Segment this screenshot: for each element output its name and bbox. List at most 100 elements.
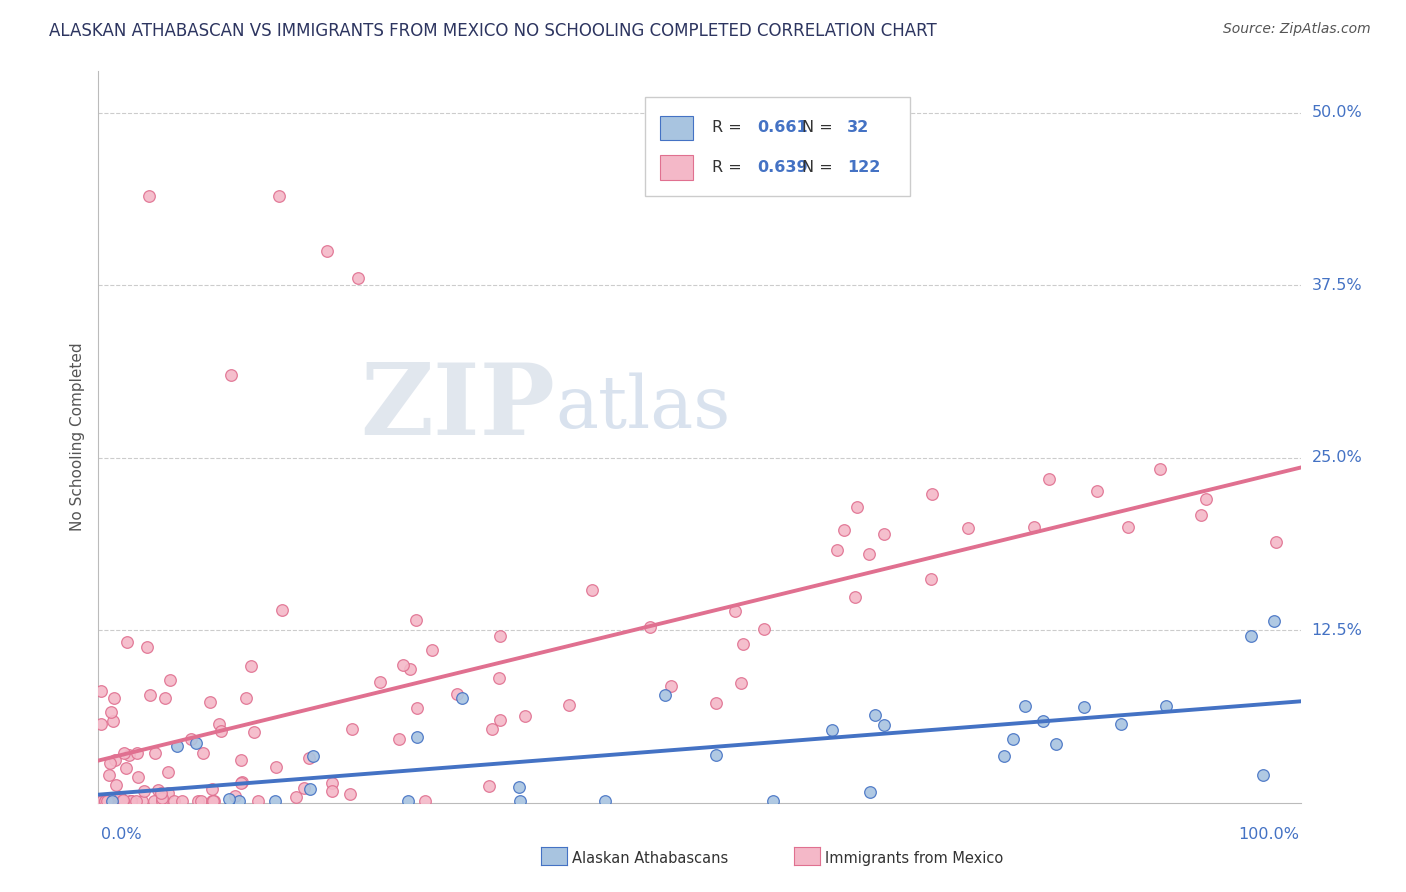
Point bbox=[513, 709, 536, 723]
Point bbox=[595, 794, 617, 808]
Point bbox=[235, 691, 257, 706]
Point bbox=[993, 749, 1015, 764]
Point bbox=[1087, 484, 1109, 499]
Point bbox=[316, 244, 339, 258]
Point bbox=[321, 784, 343, 798]
Point bbox=[111, 794, 134, 808]
Point bbox=[131, 794, 153, 808]
Text: 0.639: 0.639 bbox=[758, 160, 808, 175]
Y-axis label: No Schooling Completed: No Schooling Completed bbox=[70, 343, 86, 532]
Point bbox=[391, 657, 413, 672]
Point bbox=[733, 637, 755, 651]
Text: 100.0%: 100.0% bbox=[1239, 827, 1299, 841]
Point bbox=[150, 790, 173, 805]
Text: 0.0%: 0.0% bbox=[101, 827, 142, 841]
Point bbox=[115, 761, 138, 775]
Point bbox=[157, 786, 180, 800]
Point bbox=[825, 543, 848, 558]
Point bbox=[218, 791, 240, 805]
Point bbox=[413, 794, 436, 808]
Point bbox=[1189, 508, 1212, 523]
Point bbox=[108, 794, 131, 808]
Point bbox=[285, 790, 308, 805]
Point bbox=[704, 747, 727, 762]
Point bbox=[294, 781, 316, 796]
Point bbox=[844, 590, 866, 604]
Text: ALASKAN ATHABASCAN VS IMMIGRANTS FROM MEXICO NO SCHOOLING COMPLETED CORRELATION : ALASKAN ATHABASCAN VS IMMIGRANTS FROM ME… bbox=[49, 22, 936, 40]
Text: Immigrants from Mexico: Immigrants from Mexico bbox=[825, 851, 1004, 865]
Point bbox=[1116, 520, 1139, 534]
Point bbox=[921, 486, 943, 500]
Point bbox=[202, 794, 225, 808]
Point bbox=[191, 746, 214, 760]
Point bbox=[180, 731, 202, 746]
Point bbox=[299, 782, 322, 797]
Point bbox=[201, 794, 224, 808]
Point bbox=[1253, 768, 1275, 782]
Point bbox=[654, 688, 676, 702]
Point bbox=[1149, 462, 1171, 476]
Text: ZIP: ZIP bbox=[360, 359, 555, 457]
Point bbox=[105, 794, 128, 808]
Point bbox=[1263, 614, 1285, 628]
Point bbox=[1014, 699, 1036, 714]
Point bbox=[201, 782, 224, 797]
Point bbox=[859, 785, 882, 799]
Point bbox=[150, 794, 173, 808]
Point bbox=[1001, 731, 1024, 746]
Point bbox=[399, 662, 422, 676]
Point bbox=[240, 659, 263, 673]
Point bbox=[100, 756, 122, 770]
Point bbox=[873, 718, 896, 732]
Point bbox=[229, 753, 252, 767]
Point bbox=[820, 723, 842, 738]
Point bbox=[187, 794, 209, 808]
Point bbox=[1195, 492, 1218, 507]
Point bbox=[298, 751, 321, 765]
Point bbox=[105, 794, 128, 808]
Point bbox=[730, 676, 752, 690]
Text: Source: ZipAtlas.com: Source: ZipAtlas.com bbox=[1223, 22, 1371, 37]
Text: 122: 122 bbox=[848, 160, 880, 175]
Point bbox=[396, 794, 419, 808]
Text: 50.0%: 50.0% bbox=[1312, 105, 1362, 120]
Point bbox=[1022, 520, 1045, 534]
Point bbox=[388, 731, 411, 746]
Text: 12.5%: 12.5% bbox=[1312, 623, 1362, 638]
Point bbox=[112, 746, 135, 760]
Point bbox=[446, 687, 468, 701]
Point bbox=[159, 673, 181, 688]
Point bbox=[100, 705, 122, 719]
Point bbox=[406, 730, 429, 744]
Point bbox=[101, 794, 124, 808]
Text: 32: 32 bbox=[848, 120, 869, 136]
Point bbox=[90, 684, 112, 698]
Point bbox=[150, 786, 173, 800]
Point bbox=[155, 691, 177, 706]
Point bbox=[103, 690, 125, 705]
Point bbox=[762, 794, 785, 808]
Point bbox=[704, 696, 727, 710]
Point bbox=[405, 613, 427, 627]
Point bbox=[228, 794, 250, 808]
Point bbox=[111, 794, 134, 808]
Point bbox=[229, 776, 252, 790]
Point bbox=[231, 775, 253, 789]
Point bbox=[120, 794, 142, 808]
Point bbox=[224, 789, 246, 804]
Point bbox=[405, 701, 427, 715]
Point bbox=[478, 779, 501, 793]
Text: N =: N = bbox=[801, 120, 838, 136]
Point bbox=[1032, 714, 1054, 728]
Point bbox=[263, 794, 285, 808]
Point bbox=[489, 629, 512, 643]
Point bbox=[509, 794, 531, 808]
Text: 37.5%: 37.5% bbox=[1312, 277, 1362, 293]
Point bbox=[1038, 472, 1060, 486]
Point bbox=[638, 620, 661, 634]
Point bbox=[724, 604, 747, 618]
Point bbox=[302, 748, 325, 763]
Text: Alaskan Athabascans: Alaskan Athabascans bbox=[572, 851, 728, 865]
Point bbox=[340, 723, 363, 737]
Point bbox=[1045, 737, 1067, 751]
